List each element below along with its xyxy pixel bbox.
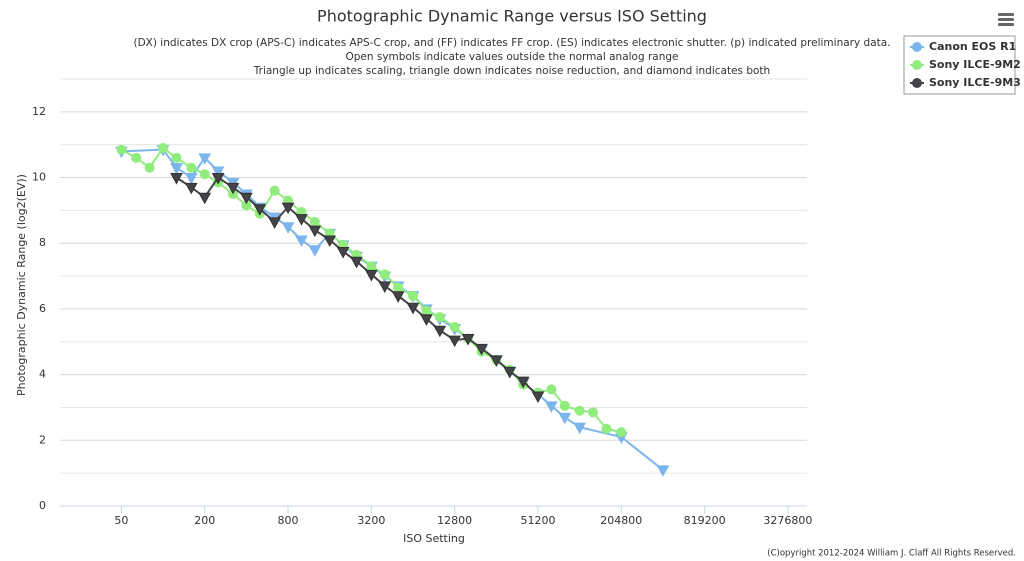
point	[269, 185, 280, 196]
legend-label: Sony ILCE-9M3	[929, 76, 1021, 89]
point	[199, 169, 210, 180]
subtitle: Open symbols indicate values outside the…	[345, 51, 678, 63]
y-axis-label: Photographic Dynamic Range (log2(EV))	[15, 174, 28, 396]
point	[308, 245, 322, 257]
point	[308, 225, 322, 238]
x-tick-label: 3200	[357, 514, 385, 527]
point	[601, 423, 612, 434]
point	[448, 335, 462, 348]
point	[656, 465, 670, 477]
point	[421, 305, 432, 316]
x-tick-label: 3276800	[763, 514, 812, 527]
point	[393, 282, 404, 293]
point	[336, 246, 350, 259]
point	[309, 216, 320, 227]
point	[420, 314, 433, 326]
point	[184, 182, 198, 195]
point	[241, 200, 252, 211]
point	[461, 333, 475, 346]
point	[295, 214, 308, 226]
point	[350, 256, 363, 269]
x-tick-label: 800	[278, 514, 299, 527]
point	[171, 152, 182, 163]
x-tick-label: 819200	[684, 514, 726, 527]
legend-symbol	[912, 60, 922, 70]
legend-symbol	[912, 42, 922, 52]
menu-button[interactable]	[998, 13, 1014, 26]
point	[573, 422, 586, 435]
y-tick-label: 8	[39, 236, 46, 249]
point	[433, 325, 447, 338]
point	[144, 162, 155, 173]
point	[434, 312, 445, 323]
point	[406, 302, 420, 315]
point	[449, 321, 460, 332]
subtitle: Triangle up indicates scaling, triangle …	[253, 65, 770, 77]
point	[240, 192, 253, 205]
y-tick-label: 2	[39, 433, 46, 446]
y-tick-label: 4	[39, 368, 46, 381]
point	[170, 173, 183, 185]
point	[198, 153, 212, 165]
x-tick-label: 51200	[520, 514, 555, 527]
point	[546, 384, 557, 395]
point	[588, 407, 599, 418]
subtitle: (DX) indicates DX crop (APS-C) indicates…	[133, 37, 890, 49]
point	[559, 400, 570, 411]
legend-symbol	[912, 78, 922, 88]
x-tick-label: 200	[194, 514, 215, 527]
point	[366, 261, 377, 272]
point	[211, 173, 225, 185]
point	[253, 204, 267, 216]
point	[516, 376, 530, 389]
point	[616, 427, 627, 438]
x-tick-label: 50	[114, 514, 128, 527]
x-axis-label: ISO Setting	[403, 532, 465, 545]
point	[378, 281, 392, 293]
y-tick-label: 12	[32, 105, 46, 118]
point	[365, 269, 378, 282]
y-tick-label: 10	[32, 171, 46, 184]
point	[281, 222, 295, 234]
point	[574, 405, 585, 416]
point	[379, 269, 390, 280]
point	[158, 142, 169, 153]
point	[226, 182, 240, 195]
point	[186, 162, 197, 173]
x-tick-label: 12800	[437, 514, 472, 527]
chart-title: Photographic Dynamic Range versus ISO Se…	[317, 7, 707, 26]
point	[391, 291, 405, 303]
point	[198, 192, 212, 205]
point	[211, 166, 225, 179]
point	[131, 152, 142, 163]
point	[170, 163, 183, 175]
point	[295, 235, 308, 247]
point	[545, 401, 558, 413]
point	[531, 391, 545, 404]
point	[323, 235, 337, 247]
y-tick-label: 0	[39, 499, 46, 512]
point	[268, 217, 281, 229]
point	[558, 412, 572, 425]
point	[408, 290, 419, 301]
point	[475, 343, 488, 356]
legend-label: Canon EOS R1	[929, 40, 1016, 53]
point	[489, 355, 503, 367]
legend-label: Sony ILCE-9M2	[929, 58, 1021, 71]
credit: (C)opyright 2012-2024 William J. Claff A…	[767, 549, 1016, 559]
y-tick-label: 6	[39, 302, 46, 315]
point	[503, 366, 517, 379]
point	[116, 144, 127, 155]
point	[281, 202, 295, 215]
x-tick-label: 204800	[600, 514, 642, 527]
point	[184, 173, 198, 185]
